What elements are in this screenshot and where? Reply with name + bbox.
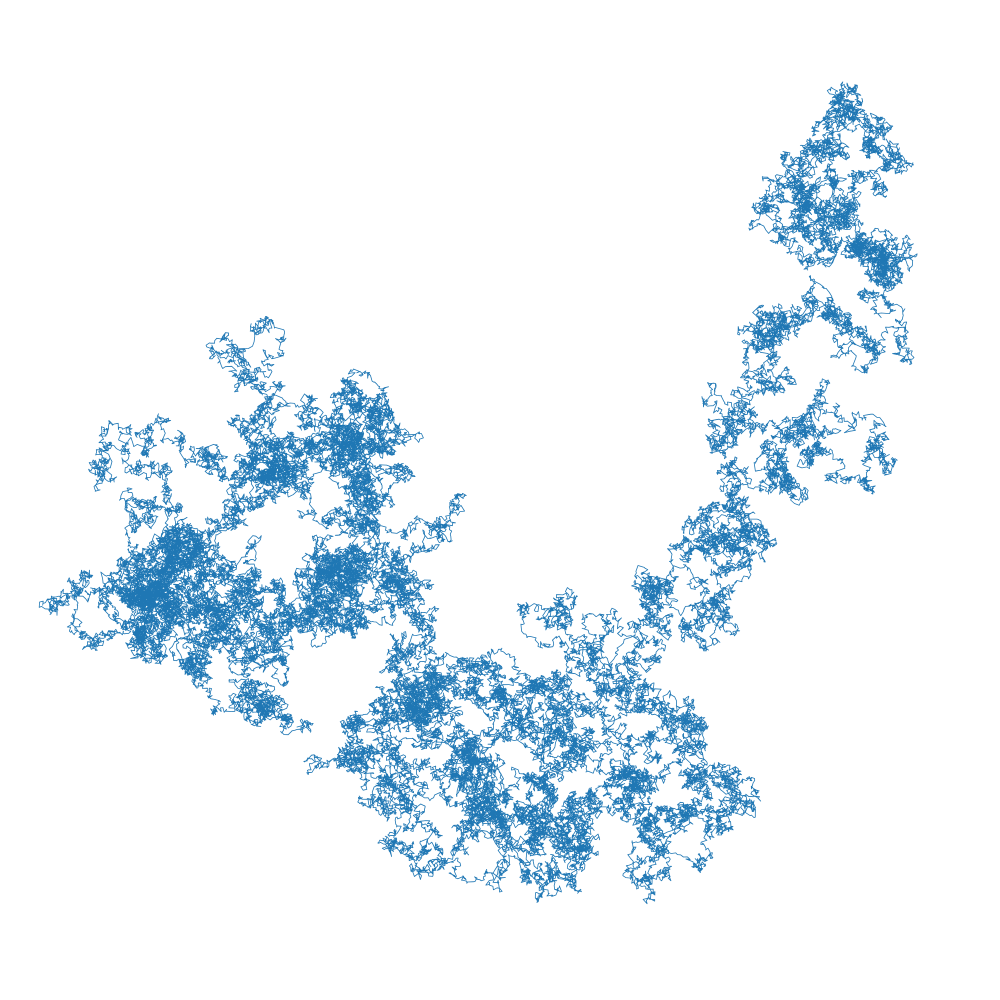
plot-area — [38, 81, 918, 905]
random-walk-line — [38, 81, 918, 905]
